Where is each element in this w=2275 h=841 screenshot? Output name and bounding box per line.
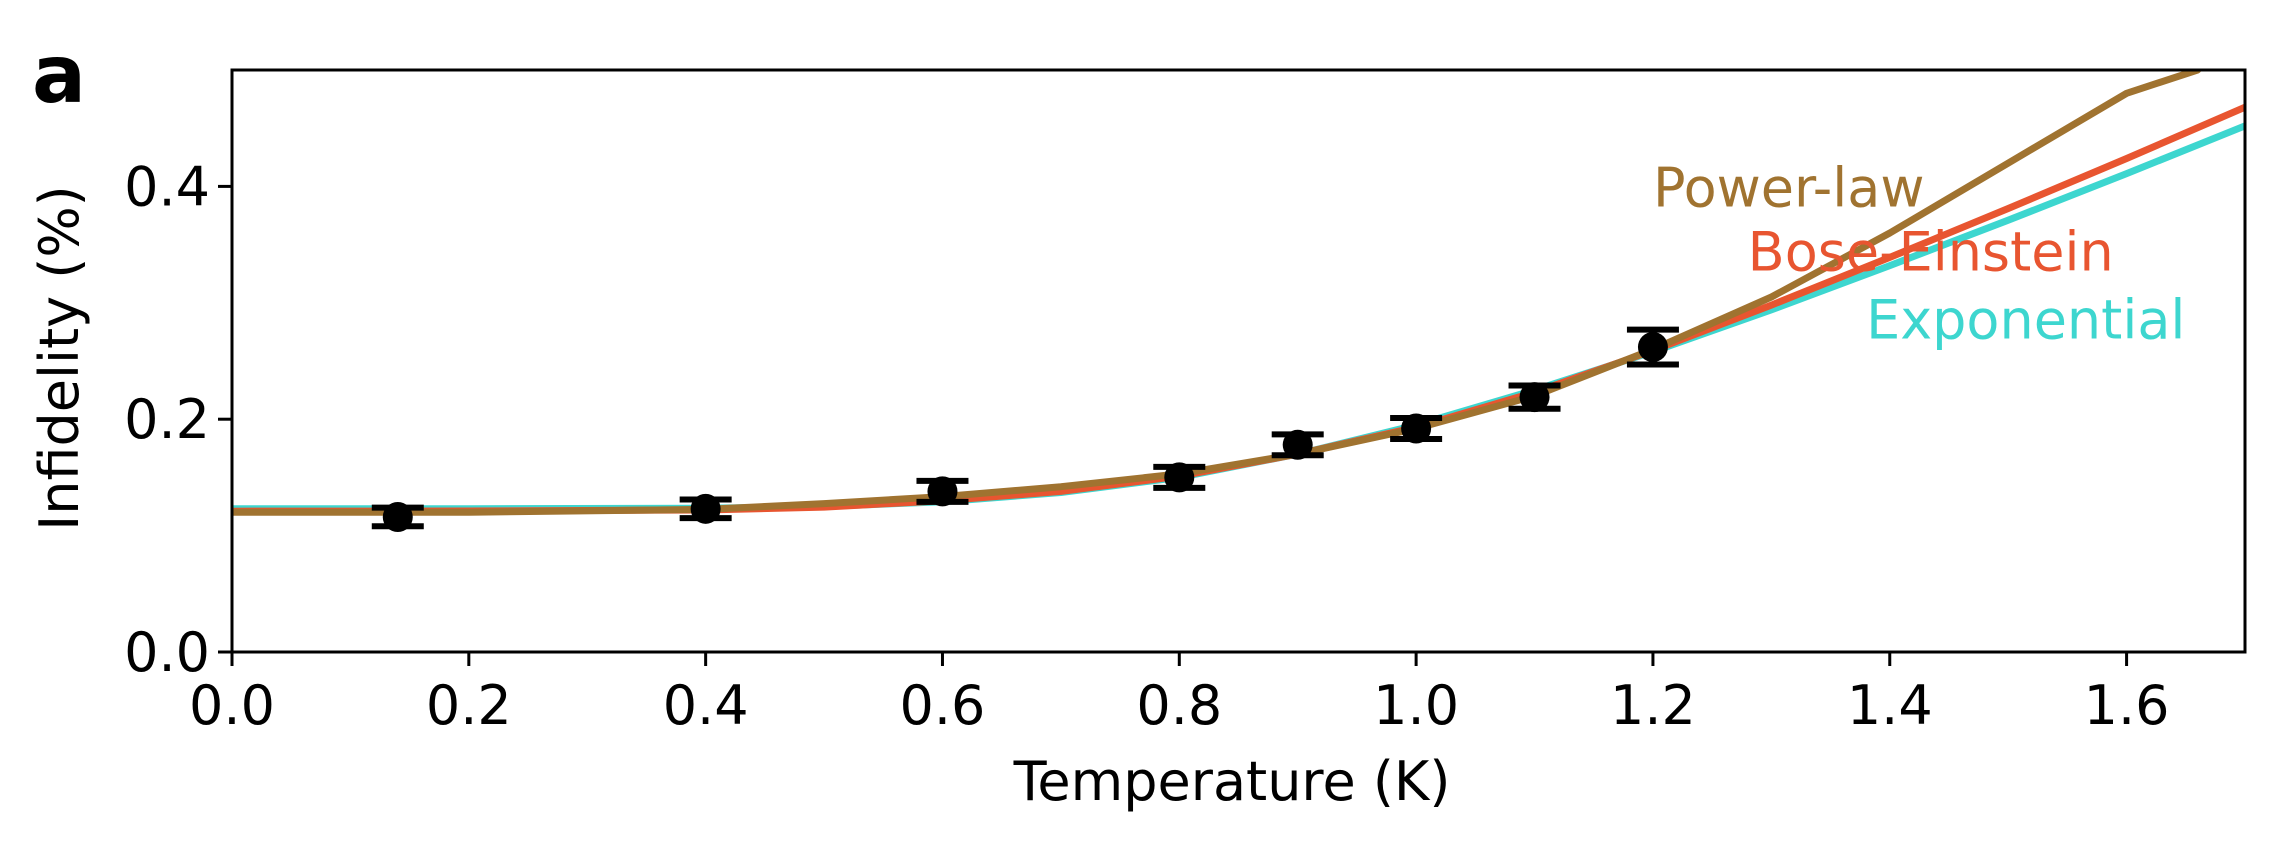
- point-marker: [1519, 382, 1550, 413]
- axes: 0.0 0.2 0.4 0.6 0.8 1.0 1.2 1.4 1.6 0.0 0.2 0.4: [124, 68, 2247, 737]
- data-point: [1153, 462, 1206, 493]
- x-tick-label: 1.0: [1373, 674, 1459, 737]
- x-tick-label: 1.2: [1610, 674, 1696, 737]
- point-marker: [1637, 332, 1668, 363]
- data-point: [371, 501, 424, 532]
- point-marker: [690, 493, 721, 524]
- data-point: [916, 476, 969, 507]
- data-point: [1271, 429, 1324, 460]
- plot-frame: [230, 68, 2247, 654]
- data-points: [371, 326, 1679, 532]
- curve-power-law: [232, 70, 2202, 516]
- x-tick-label: 0.4: [663, 674, 749, 737]
- point-marker: [1401, 413, 1432, 444]
- x-tick-label: 0.8: [1136, 674, 1222, 737]
- x-tick-label: 0.0: [189, 674, 275, 737]
- point-marker: [382, 501, 413, 532]
- x-tick-label: 1.4: [1847, 674, 1933, 737]
- curve-label-power-law: Power-law: [1653, 157, 1925, 220]
- data-point: [679, 493, 732, 524]
- y-axis-label: Infidelity (%): [28, 185, 91, 530]
- fit-curves: [232, 70, 2245, 516]
- x-axis-label: Temperature (K): [1013, 750, 1451, 813]
- curve-label-exponential: Exponential: [1866, 288, 2185, 351]
- y-tick-label: 0.4: [124, 155, 210, 218]
- x-tick-label: 0.2: [426, 674, 512, 737]
- data-point: [1508, 382, 1561, 413]
- panel-label: a: [32, 28, 86, 121]
- x-tick-label: 0.6: [900, 674, 986, 737]
- point-marker: [927, 476, 958, 507]
- x-tick-label: 1.6: [2084, 674, 2170, 737]
- curve-label-bose-einstein: Bose-Einstein: [1748, 221, 2114, 284]
- y-tick-label: 0.0: [124, 621, 210, 684]
- point-marker: [1164, 462, 1195, 493]
- data-point: [1390, 413, 1443, 444]
- point-marker: [1282, 429, 1313, 460]
- y-tick-label: 0.2: [124, 388, 210, 451]
- data-point: [1626, 326, 1679, 368]
